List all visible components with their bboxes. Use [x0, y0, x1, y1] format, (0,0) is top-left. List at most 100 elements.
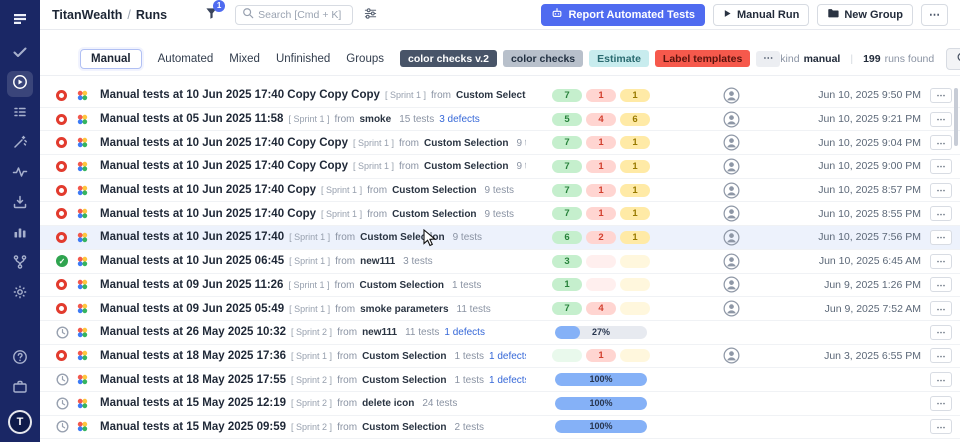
run-more-button[interactable]: ⋯ — [930, 419, 952, 435]
run-more-button[interactable]: ⋯ — [930, 324, 952, 340]
run-defects-link[interactable]: 1 defects — [489, 350, 526, 362]
sidebar-item-help[interactable] — [7, 346, 33, 372]
run-row[interactable]: Manual tests at 09 Jun 2025 11:26 [ Spri… — [40, 274, 960, 298]
run-more-button[interactable]: ⋯ — [930, 372, 952, 388]
run-row[interactable]: Manual tests at 18 May 2025 17:55 [ Spri… — [40, 368, 960, 392]
run-timestamp: Jun 9, 2025 7:52 AM — [824, 302, 921, 315]
run-more-button[interactable]: ⋯ — [930, 87, 952, 103]
app-logo[interactable] — [7, 6, 33, 32]
run-source: smoke — [359, 114, 392, 126]
run-row[interactable]: Manual tests at 10 Jun 2025 17:40 Copy C… — [40, 155, 960, 179]
run-from-label: from — [334, 114, 355, 126]
run-row[interactable]: Manual tests at 09 Jun 2025 05:49 [ Spri… — [40, 297, 960, 321]
run-row[interactable]: Manual tests at 10 Jun 2025 17:40 [ Spri… — [40, 226, 960, 250]
run-more-button[interactable]: ⋯ — [930, 158, 952, 174]
tab-groups[interactable]: Groups — [346, 52, 384, 65]
scrollbar-thumb[interactable] — [954, 88, 958, 146]
search-input[interactable] — [258, 8, 347, 21]
sidebar-item-runs[interactable] — [7, 71, 33, 97]
run-title[interactable]: Manual tests at 05 Jun 2025 11:58 — [100, 113, 284, 126]
run-title[interactable]: Manual tests at 10 Jun 2025 17:40 — [100, 231, 285, 244]
check-icon — [12, 44, 28, 65]
run-more-button[interactable]: ⋯ — [930, 111, 952, 127]
sidebar-item-inbox[interactable] — [7, 191, 33, 217]
run-row[interactable]: Manual tests at 10 Jun 2025 17:40 Copy [… — [40, 179, 960, 203]
run-defects-link[interactable]: 3 defects — [439, 114, 480, 126]
run-row[interactable]: Manual tests at 18 May 2025 17:36 [ Spri… — [40, 345, 960, 369]
manual-run-button[interactable]: Manual Run — [712, 3, 810, 26]
progress-bar: 100% — [555, 373, 647, 387]
sidebar-item-tests[interactable] — [7, 41, 33, 67]
tab-unfinished[interactable]: Unfinished — [275, 52, 331, 65]
run-title[interactable]: Manual tests at 15 May 2025 09:59 — [100, 420, 287, 433]
run-more-button[interactable]: ⋯ — [930, 301, 952, 317]
filter-pill-estimate[interactable]: Estimate — [589, 50, 649, 67]
run-row[interactable]: Manual tests at 10 Jun 2025 17:40 Copy [… — [40, 202, 960, 227]
run-title-group: Manual tests at 10 Jun 2025 17:40 Copy [… — [100, 184, 526, 196]
run-more-button[interactable]: ⋯ — [930, 277, 952, 293]
new-group-button[interactable]: New Group — [817, 3, 913, 26]
run-title[interactable]: Manual tests at 10 Jun 2025 06:45 — [100, 255, 285, 268]
run-title[interactable]: Manual tests at 09 Jun 2025 11:26 — [100, 278, 284, 291]
sidebar-item-ai[interactable] — [7, 131, 33, 157]
run-row[interactable]: Manual tests at 05 Jun 2025 11:58 [ Spri… — [40, 108, 960, 132]
status-failed-icon — [56, 231, 67, 243]
run-timestamp: Jun 10, 2025 9:00 PM — [818, 160, 921, 173]
run-more-button[interactable]: ⋯ — [930, 395, 952, 411]
run-defects-link[interactable]: 1 defects — [444, 327, 485, 339]
reset-button[interactable]: Reset — [946, 47, 960, 70]
run-row[interactable]: Manual tests at 10 Jun 2025 17:40 Copy C… — [40, 84, 960, 108]
run-title[interactable]: Manual tests at 26 May 2025 10:32 — [100, 326, 287, 339]
run-title[interactable]: Manual tests at 09 Jun 2025 05:49 — [100, 302, 285, 315]
filter-pill-color-checks-v-2[interactable]: color checks v.2 — [400, 50, 497, 67]
run-more-button[interactable]: ⋯ — [930, 253, 952, 269]
run-title[interactable]: Manual tests at 18 May 2025 17:36 — [100, 349, 287, 362]
report-automated-tests-button[interactable]: Report Automated Tests — [541, 3, 705, 26]
run-title[interactable]: Manual tests at 15 May 2025 12:19 — [100, 397, 287, 410]
run-row[interactable]: Manual tests at 15 May 2025 12:19 [ Spri… — [40, 392, 960, 416]
tab-manual[interactable]: Manual — [80, 48, 142, 69]
tab-automated[interactable]: Automated — [157, 52, 214, 65]
pills-more-button[interactable]: ⋯ — [756, 50, 781, 67]
reset-icon — [956, 51, 960, 66]
sidebar-item-workspace[interactable] — [7, 376, 33, 402]
tab-mixed[interactable]: Mixed — [229, 52, 260, 65]
run-title[interactable]: Manual tests at 10 Jun 2025 17:40 Copy C… — [100, 89, 380, 102]
run-title[interactable]: Manual tests at 10 Jun 2025 17:40 Copy — [100, 184, 317, 197]
run-sprint-tag: [ Sprint 1 ] — [289, 303, 331, 314]
sidebar-item-settings[interactable] — [7, 281, 33, 307]
status-failed-icon — [56, 208, 67, 220]
run-more-button[interactable]: ⋯ — [930, 182, 952, 198]
sidebar-item-activity[interactable] — [7, 161, 33, 187]
run-title[interactable]: Manual tests at 10 Jun 2025 17:40 Copy C… — [100, 136, 348, 149]
project-avatar[interactable]: T — [8, 410, 32, 434]
run-more-button[interactable]: ⋯ — [930, 135, 952, 151]
project-name[interactable]: TitanWealth — [52, 7, 123, 22]
run-title[interactable]: Manual tests at 10 Jun 2025 17:40 Copy — [100, 207, 317, 220]
sidebar-item-reports[interactable] — [7, 221, 33, 247]
sidebar-item-integrations[interactable] — [7, 251, 33, 277]
run-row[interactable]: Manual tests at 10 Jun 2025 17:40 Copy C… — [40, 131, 960, 156]
run-more-button[interactable]: ⋯ — [930, 206, 952, 222]
filter-pill-color-checks[interactable]: color checks — [502, 50, 584, 67]
header-more-button[interactable]: ⋯ — [921, 3, 948, 26]
run-row[interactable]: ✓ Manual tests at 10 Jun 2025 06:45 [ Sp… — [40, 250, 960, 274]
run-more-button[interactable]: ⋯ — [930, 229, 952, 245]
run-assignee — [676, 347, 786, 364]
search-settings-button[interactable] — [361, 6, 379, 24]
run-sprint-tag: [ Sprint 1 ] — [289, 256, 331, 267]
run-row[interactable]: Manual tests at 15 May 2025 09:59 [ Spri… — [40, 416, 960, 440]
result-badge-green: 7 — [552, 207, 582, 221]
filter-pill-label-templates[interactable]: Label templates — [654, 50, 751, 67]
run-more-button[interactable]: ⋯ — [930, 348, 952, 364]
run-title[interactable]: Manual tests at 10 Jun 2025 17:40 Copy C… — [100, 160, 348, 173]
sidebar-item-test-cases[interactable] — [7, 101, 33, 127]
search-box[interactable] — [235, 4, 354, 25]
result-badge-yellow: 1 — [620, 88, 650, 102]
run-emoji-icon — [76, 349, 100, 362]
filter-button[interactable]: 1 — [201, 0, 226, 25]
run-row[interactable]: Manual tests at 26 May 2025 10:32 [ Spri… — [40, 321, 960, 345]
run-defects-link[interactable]: 1 defects — [489, 374, 526, 386]
run-title[interactable]: Manual tests at 18 May 2025 17:55 — [100, 373, 287, 386]
